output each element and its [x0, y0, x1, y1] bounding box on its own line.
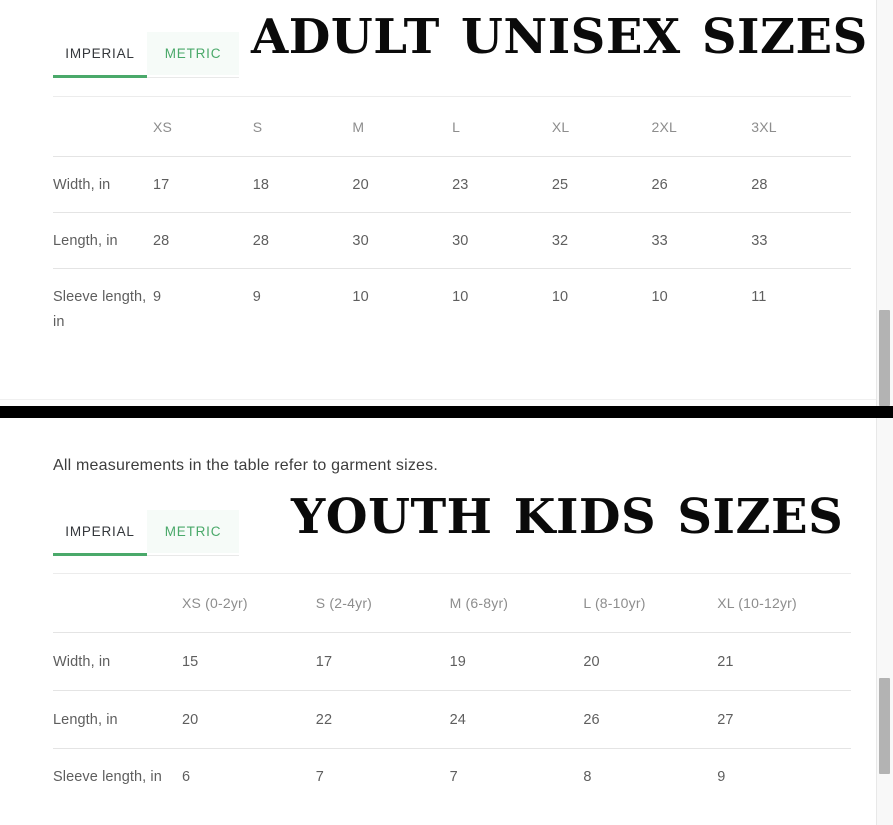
size-value-cell: 32 — [551, 232, 569, 249]
header-row: XS S M L XL 2XL 3XL — [53, 96, 851, 157]
corner-cell — [53, 573, 182, 633]
size-value-cell: 11 — [751, 289, 767, 305]
youth-unit-tabs: IMPERIAL METRIC — [53, 510, 239, 556]
section-divider — [0, 406, 893, 418]
size-value-cell: 19 — [449, 653, 466, 670]
corner-cell — [53, 96, 153, 157]
column-header: XS — [153, 96, 253, 157]
column-header: S (2-4yr) — [315, 573, 450, 633]
size-value-cell: 10 — [452, 289, 469, 305]
size-value-cell: 15 — [182, 653, 199, 670]
size-value-cell: 18 — [252, 176, 270, 193]
row-label: Length, in — [53, 232, 118, 249]
size-value-cell: 33 — [651, 232, 668, 249]
size-value-cell: 17 — [315, 653, 333, 670]
size-value-cell: 21 — [717, 653, 734, 670]
size-value-cell: 10 — [551, 289, 569, 305]
size-value-cell: 27 — [717, 711, 734, 728]
size-value-cell: 10 — [651, 289, 668, 305]
size-value-cell: 9 — [252, 289, 261, 305]
size-value-cell: 7 — [315, 769, 324, 785]
scrollbar-track-bottom[interactable] — [876, 418, 893, 825]
adult-unit-tabs: IMPERIAL METRIC — [53, 32, 239, 78]
scrollbar-track-top[interactable] — [876, 0, 893, 406]
column-header: M (6-8yr) — [449, 573, 584, 633]
header-row: XS (0-2yr) S (2-4yr) M (6-8yr) L (8-10yr) XL… — [53, 573, 851, 633]
panel-bottom-border — [0, 399, 893, 400]
size-value-cell: 9 — [717, 769, 726, 785]
row-label: Sleeve length, in — [53, 289, 147, 330]
size-value-cell: 30 — [352, 232, 369, 249]
measurements-note: All measurements in the table refer to g… — [53, 457, 438, 474]
youth-sizes-panel: All measurements in the table refer to g… — [0, 418, 893, 825]
size-value-cell: 30 — [452, 232, 469, 249]
column-header: L — [452, 96, 552, 157]
adult-section-title: ADULT UNISEX SIZES — [251, 9, 868, 65]
size-value-cell: 28 — [153, 232, 170, 249]
size-value-cell: 9 — [153, 289, 162, 305]
adult-sizes-panel: IMPERIAL METRIC ADULT UNISEX SIZES XS S M L… — [0, 0, 893, 406]
column-header: 2XL — [651, 96, 752, 157]
table-row: Sleeve length, in 9 9 10 10 10 10 11 — [53, 269, 851, 349]
size-value-cell: 26 — [651, 176, 668, 193]
size-value-cell: 28 — [751, 176, 768, 193]
tab-imperial[interactable]: IMPERIAL — [65, 524, 135, 539]
table-row: Width, in 17 18 20 23 25 26 28 — [53, 157, 851, 213]
column-header: 3XL — [751, 96, 851, 157]
table-row: Length, in 20 22 24 26 27 — [53, 691, 851, 749]
size-value-cell: 20 — [583, 653, 600, 670]
youth-size-table: XS (0-2yr) S (2-4yr) M (6-8yr) L (8-10yr) XL… — [53, 573, 851, 807]
size-value-cell: 22 — [315, 711, 333, 728]
active-tab-indicator — [53, 75, 147, 78]
size-value-cell: 10 — [352, 289, 369, 305]
tab-metric[interactable]: METRIC — [147, 510, 239, 553]
size-value-cell: 6 — [182, 769, 191, 785]
active-tab-indicator — [53, 553, 147, 556]
scrollbar-thumb[interactable] — [879, 678, 890, 774]
size-value-cell: 24 — [449, 711, 466, 728]
table-row: Sleeve length, in 6 7 7 8 9 — [53, 749, 851, 807]
size-value-cell: 26 — [583, 711, 600, 728]
size-value-cell: 20 — [182, 711, 199, 728]
column-header: S — [252, 96, 353, 157]
size-value-cell: 33 — [751, 232, 768, 249]
row-label: Length, in — [53, 711, 118, 728]
row-label: Sleeve length, in — [53, 769, 162, 785]
column-header: M — [352, 96, 453, 157]
scrollbar-thumb[interactable] — [879, 310, 890, 406]
row-label: Width, in — [53, 176, 111, 193]
row-label: Width, in — [53, 653, 111, 670]
size-value-cell: 25 — [551, 176, 569, 193]
column-header: XL (10-12yr) — [717, 573, 851, 633]
column-header: XL — [551, 96, 652, 157]
size-value-cell: 23 — [452, 176, 469, 193]
adult-size-table: XS S M L XL 2XL 3XL Width, in 17 18 20 23 25 26 28 Len… — [53, 96, 851, 349]
youth-section-title: YOUTH KIDS SIZES — [291, 489, 844, 545]
table-row: Width, in 15 17 19 20 21 — [53, 633, 851, 691]
size-value-cell: 7 — [449, 769, 458, 785]
tab-metric[interactable]: METRIC — [147, 32, 239, 75]
size-value-cell: 28 — [252, 232, 270, 249]
tab-imperial[interactable]: IMPERIAL — [65, 46, 135, 61]
size-value-cell: 17 — [153, 176, 170, 193]
table-row: Length, in 28 28 30 30 32 33 33 — [53, 213, 851, 269]
size-value-cell: 20 — [352, 176, 369, 193]
column-header: L (8-10yr) — [583, 573, 718, 633]
column-header: XS (0-2yr) — [182, 573, 316, 633]
size-value-cell: 8 — [583, 769, 592, 785]
